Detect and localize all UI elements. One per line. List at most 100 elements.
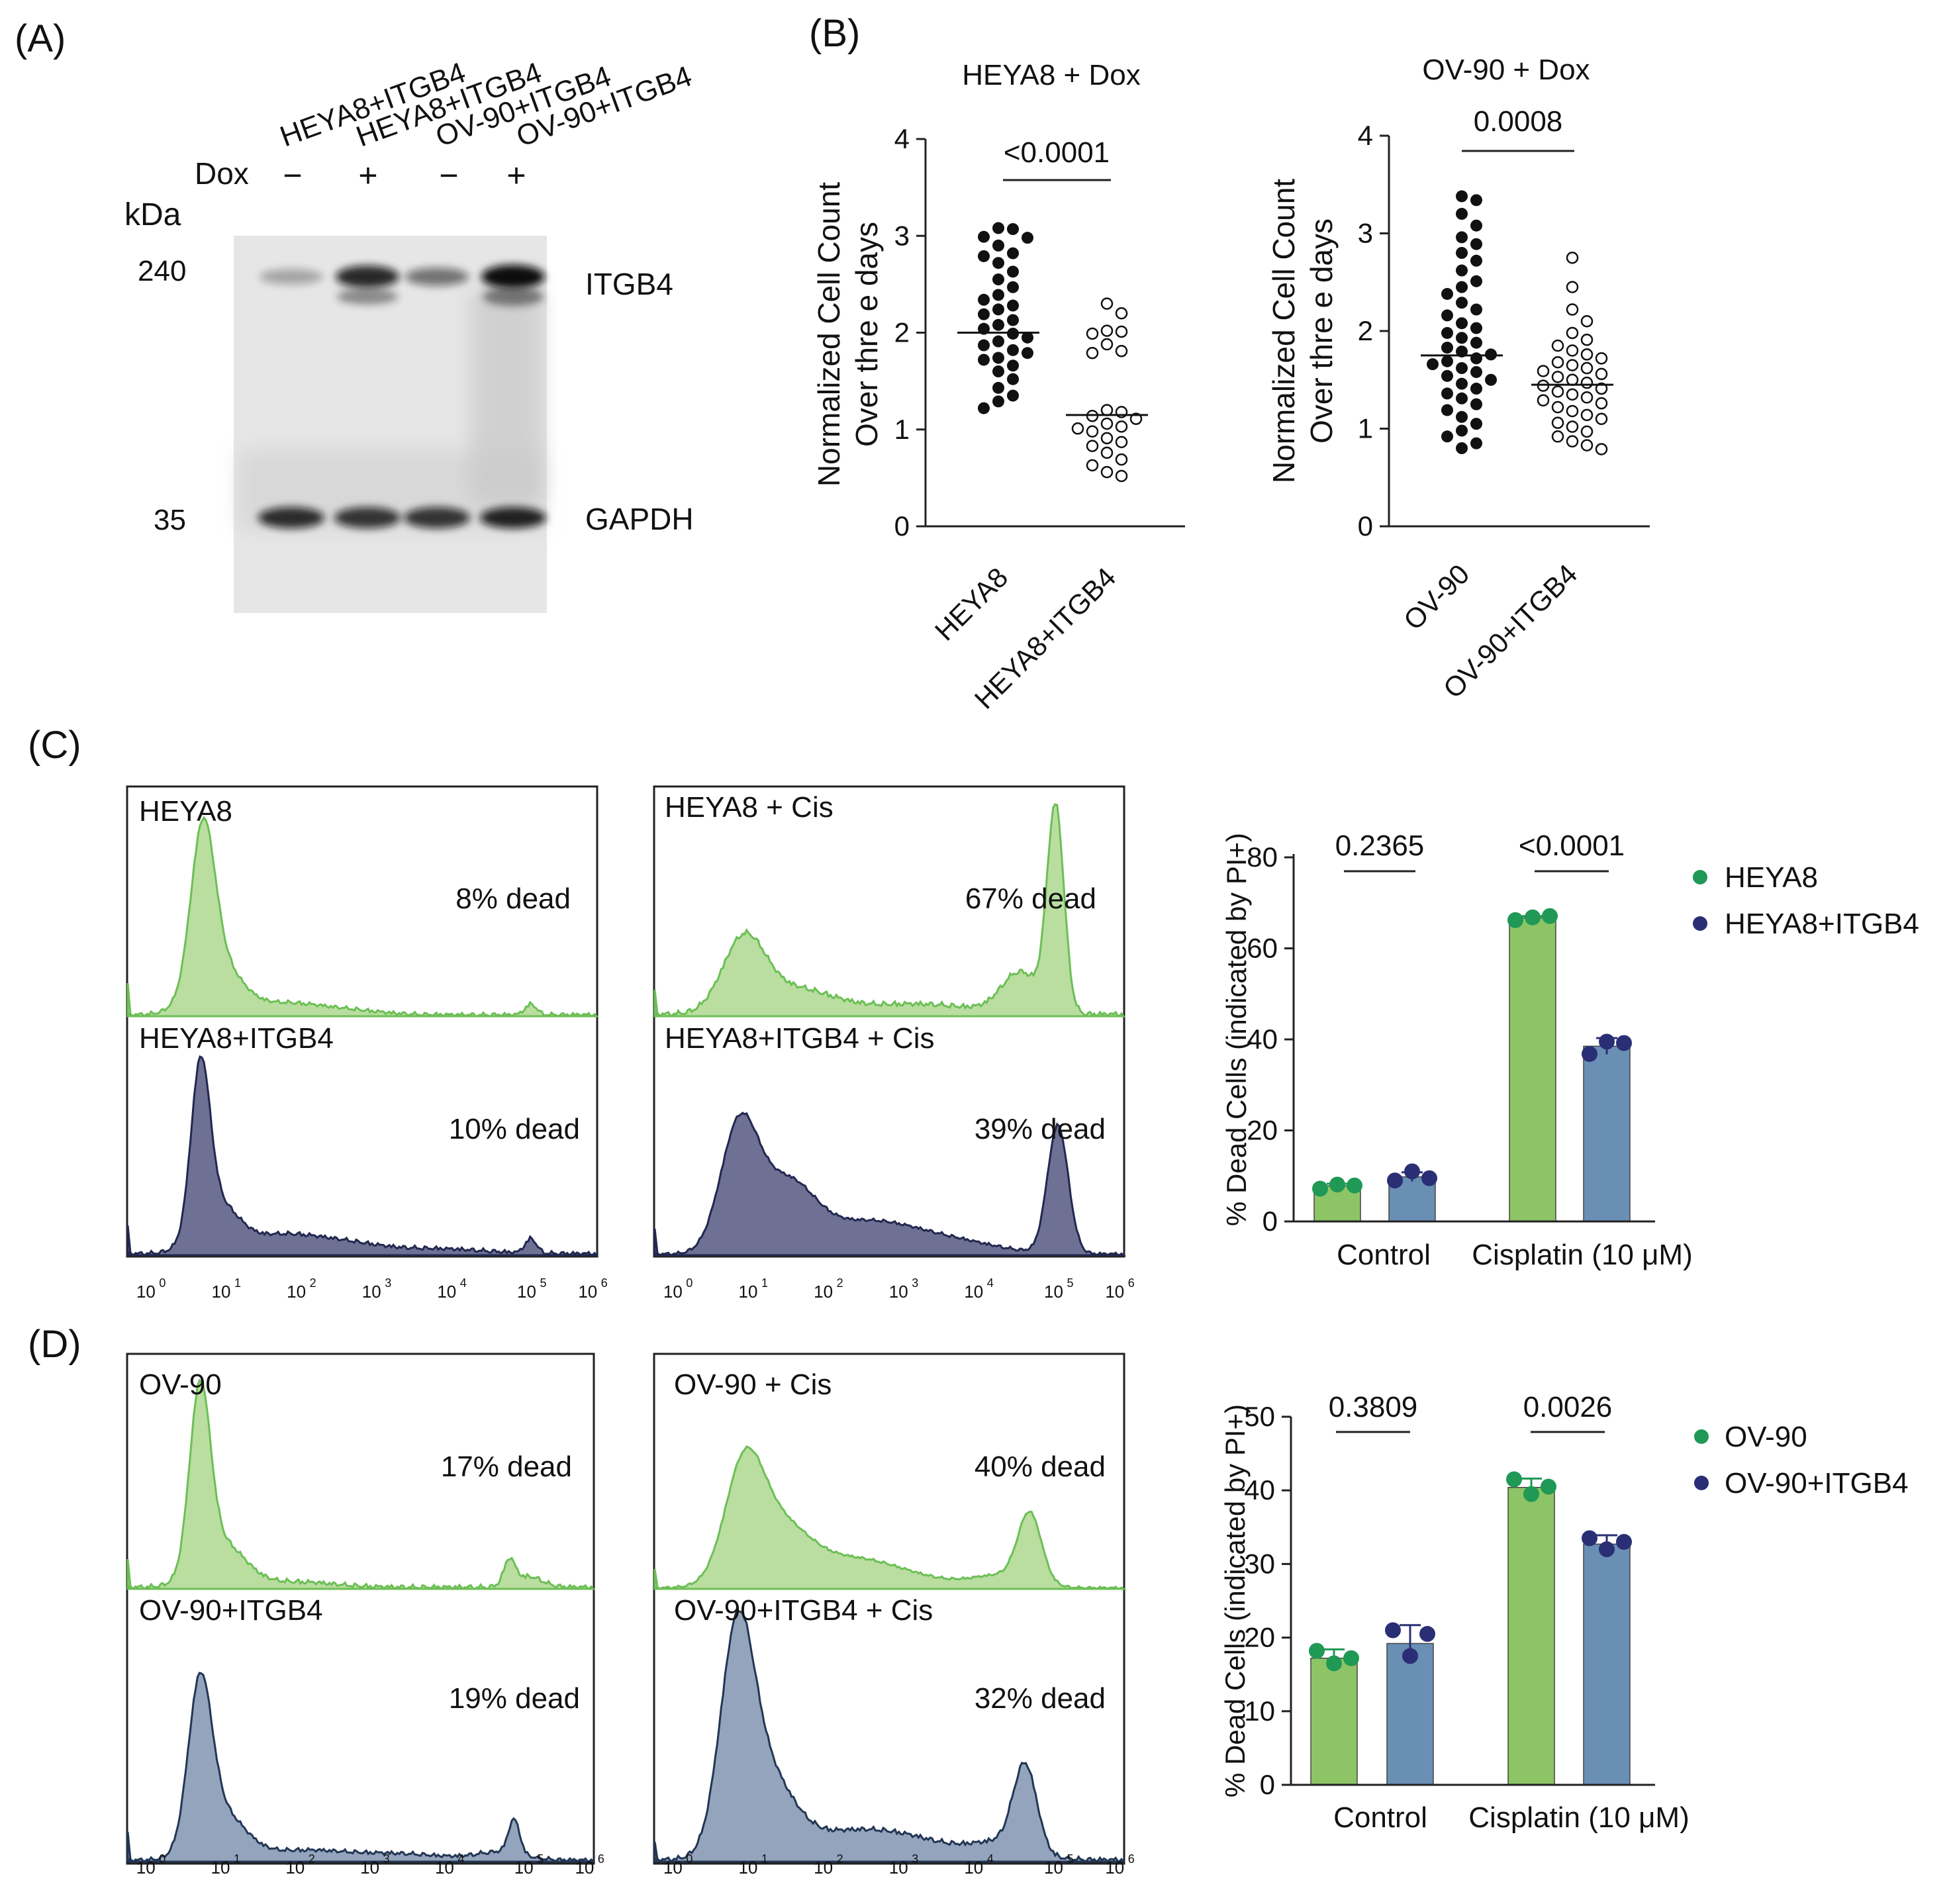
x-tick-label: HEYA8 <box>929 561 1014 646</box>
replicate-point <box>1523 1486 1539 1502</box>
bars <box>1312 908 1632 1222</box>
flow-tick-label: 10 <box>964 1858 983 1878</box>
flow-tick-exponent: 1 <box>761 1852 768 1866</box>
panel-d-label: (D) <box>28 1323 81 1366</box>
data-point <box>1470 275 1482 287</box>
histogram-curve <box>653 1112 1127 1257</box>
data-point <box>1470 336 1482 349</box>
itgb4-band <box>405 267 469 286</box>
y-tick-label: 0 <box>894 510 910 542</box>
data-point <box>992 352 1004 364</box>
blot-smear <box>470 291 543 503</box>
itgb4-band <box>336 265 399 288</box>
histogram-curve <box>126 1378 596 1591</box>
flow-tick-exponent: 4 <box>460 1276 467 1290</box>
flow-tick-exponent: 1 <box>234 1276 241 1290</box>
chart-title: HEYA8 + Dox <box>962 59 1140 91</box>
replicate-point <box>1582 1046 1597 1062</box>
histogram-curve <box>126 816 599 1018</box>
data-point <box>1456 281 1468 293</box>
data-point <box>1100 324 1114 337</box>
data-point <box>1551 371 1564 383</box>
dead-percent: 39% dead <box>975 1113 1106 1145</box>
legend-marker <box>1694 1476 1709 1490</box>
data-point <box>978 354 990 366</box>
data-point <box>1551 430 1564 443</box>
panel-b: (B) HEYA8 + Dox Normalized Cell Count Ov… <box>809 12 1650 715</box>
data-point <box>978 339 990 352</box>
data-point <box>1086 425 1099 438</box>
flow-tick-exponent: 6 <box>1128 1276 1135 1290</box>
legend: OV-90 OV-90+ITGB4 <box>1694 1421 1909 1499</box>
data-point <box>1456 208 1468 220</box>
flow-tick-label: 10 <box>1105 1282 1124 1302</box>
data-point <box>1470 418 1482 430</box>
data-point <box>1566 344 1579 357</box>
flow-tick-label: 10 <box>739 1282 758 1302</box>
data-point <box>1595 412 1608 425</box>
data-point <box>1595 382 1608 395</box>
flow-tick-label: 10 <box>517 1282 536 1302</box>
data-point <box>978 230 990 243</box>
data-point <box>1441 387 1453 400</box>
flow-tick-exponent: 0 <box>686 1276 692 1290</box>
replicate-point <box>1347 1177 1362 1194</box>
data-point <box>992 318 1004 331</box>
lane-labels: HEYA8+ITGB4 HEYA8+ITGB4 OV-90+ITGB4 OV-9… <box>276 56 696 154</box>
data-point <box>1007 299 1019 312</box>
data-point <box>1580 425 1594 438</box>
data-point <box>1566 281 1579 293</box>
data-point <box>1551 339 1564 352</box>
legend: HEYA8 HEYA8+ITGB4 <box>1693 861 1919 940</box>
flow-tick-exponent: 2 <box>310 1276 316 1290</box>
data-point <box>1456 392 1468 405</box>
dox-label: Dox <box>195 156 249 191</box>
flow-tick-label: 10 <box>212 1282 231 1302</box>
y-tick-label: 80 <box>1247 841 1278 873</box>
data-point <box>1580 348 1594 361</box>
y-tick-label: 0 <box>1358 510 1373 542</box>
flow-tick-exponent: 0 <box>159 1276 166 1290</box>
marker-240: 240 <box>138 255 186 287</box>
bar <box>1386 1642 1434 1785</box>
data-point <box>1470 383 1482 395</box>
histogram-label: OV-90 <box>139 1368 222 1401</box>
data-point <box>1441 355 1453 367</box>
itgb4-band-lower <box>337 289 398 305</box>
replicate-point <box>1541 1478 1556 1495</box>
data-point <box>1551 356 1564 369</box>
dead-percent: 67% dead <box>965 882 1096 915</box>
y-axis-label: Over thre e days <box>849 222 884 447</box>
y-tick-label: 40 <box>1244 1474 1275 1505</box>
flow-tick-label: 10 <box>136 1282 156 1302</box>
replicate-point <box>1329 1176 1345 1193</box>
replicate-point <box>1385 1622 1401 1639</box>
flow-tick-label: 10 <box>814 1858 833 1878</box>
data-point <box>1441 430 1453 443</box>
data-point <box>1566 388 1579 401</box>
data-point <box>1456 247 1468 259</box>
flow-tick-label: 10 <box>211 1858 230 1878</box>
data-point <box>1100 432 1114 445</box>
flow-x-ticks: 10 0 10 1 10 2 10 3 10 4 10 5 10 6 10 0 10 1 10 2 10 3 10 4 10 5 1… <box>136 1852 1135 1878</box>
data-point <box>1566 326 1579 340</box>
data-point <box>1537 365 1550 377</box>
replicate-point <box>1312 1180 1328 1197</box>
data-point <box>1456 442 1468 454</box>
replicate-point <box>1326 1655 1342 1672</box>
data-point <box>978 293 990 306</box>
histogram-label: HEYA8+ITGB4 <box>139 1022 334 1055</box>
itgb4-band <box>260 269 323 285</box>
flow-tick-exponent: 4 <box>987 1852 994 1866</box>
y-axis-label: % Dead Cells (indicated by PI+) <box>1219 1404 1251 1797</box>
x-tick-label: OV-90 <box>1398 558 1475 636</box>
blot-bands <box>258 265 546 528</box>
histogram-label: OV-90 + Cis <box>674 1368 832 1401</box>
data-point <box>1022 232 1033 244</box>
histogram-label: HEYA8 <box>139 795 232 828</box>
data-point <box>1441 287 1453 300</box>
y-axis-label: Normalized Cell Count <box>1266 179 1301 483</box>
y-tick-label: 4 <box>894 123 910 154</box>
flow-tick-label: 10 <box>814 1282 833 1302</box>
